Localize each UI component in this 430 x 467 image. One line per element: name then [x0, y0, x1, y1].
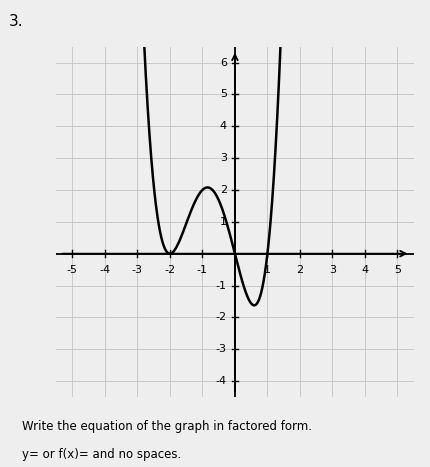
- Text: 4: 4: [361, 265, 368, 275]
- Text: -1: -1: [197, 265, 207, 275]
- Text: -4: -4: [99, 265, 110, 275]
- Text: 2: 2: [296, 265, 303, 275]
- Text: y= or f(x)= and no spaces.: y= or f(x)= and no spaces.: [22, 448, 180, 461]
- Text: -2: -2: [164, 265, 175, 275]
- Text: 1: 1: [219, 217, 226, 227]
- Text: 3.: 3.: [9, 14, 23, 29]
- Text: -1: -1: [215, 281, 226, 290]
- Text: 5: 5: [219, 90, 226, 99]
- Text: 5: 5: [393, 265, 400, 275]
- Text: -3: -3: [215, 344, 226, 354]
- Text: -4: -4: [215, 376, 226, 386]
- Text: -2: -2: [215, 312, 226, 322]
- Text: -5: -5: [67, 265, 77, 275]
- Text: 3: 3: [328, 265, 335, 275]
- Text: 6: 6: [219, 57, 226, 68]
- Text: 3: 3: [219, 153, 226, 163]
- Text: 4: 4: [219, 121, 226, 131]
- Text: Write the equation of the graph in factored form.: Write the equation of the graph in facto…: [22, 420, 311, 433]
- Text: -3: -3: [132, 265, 142, 275]
- Text: 1: 1: [263, 265, 270, 275]
- Text: 2: 2: [219, 185, 226, 195]
